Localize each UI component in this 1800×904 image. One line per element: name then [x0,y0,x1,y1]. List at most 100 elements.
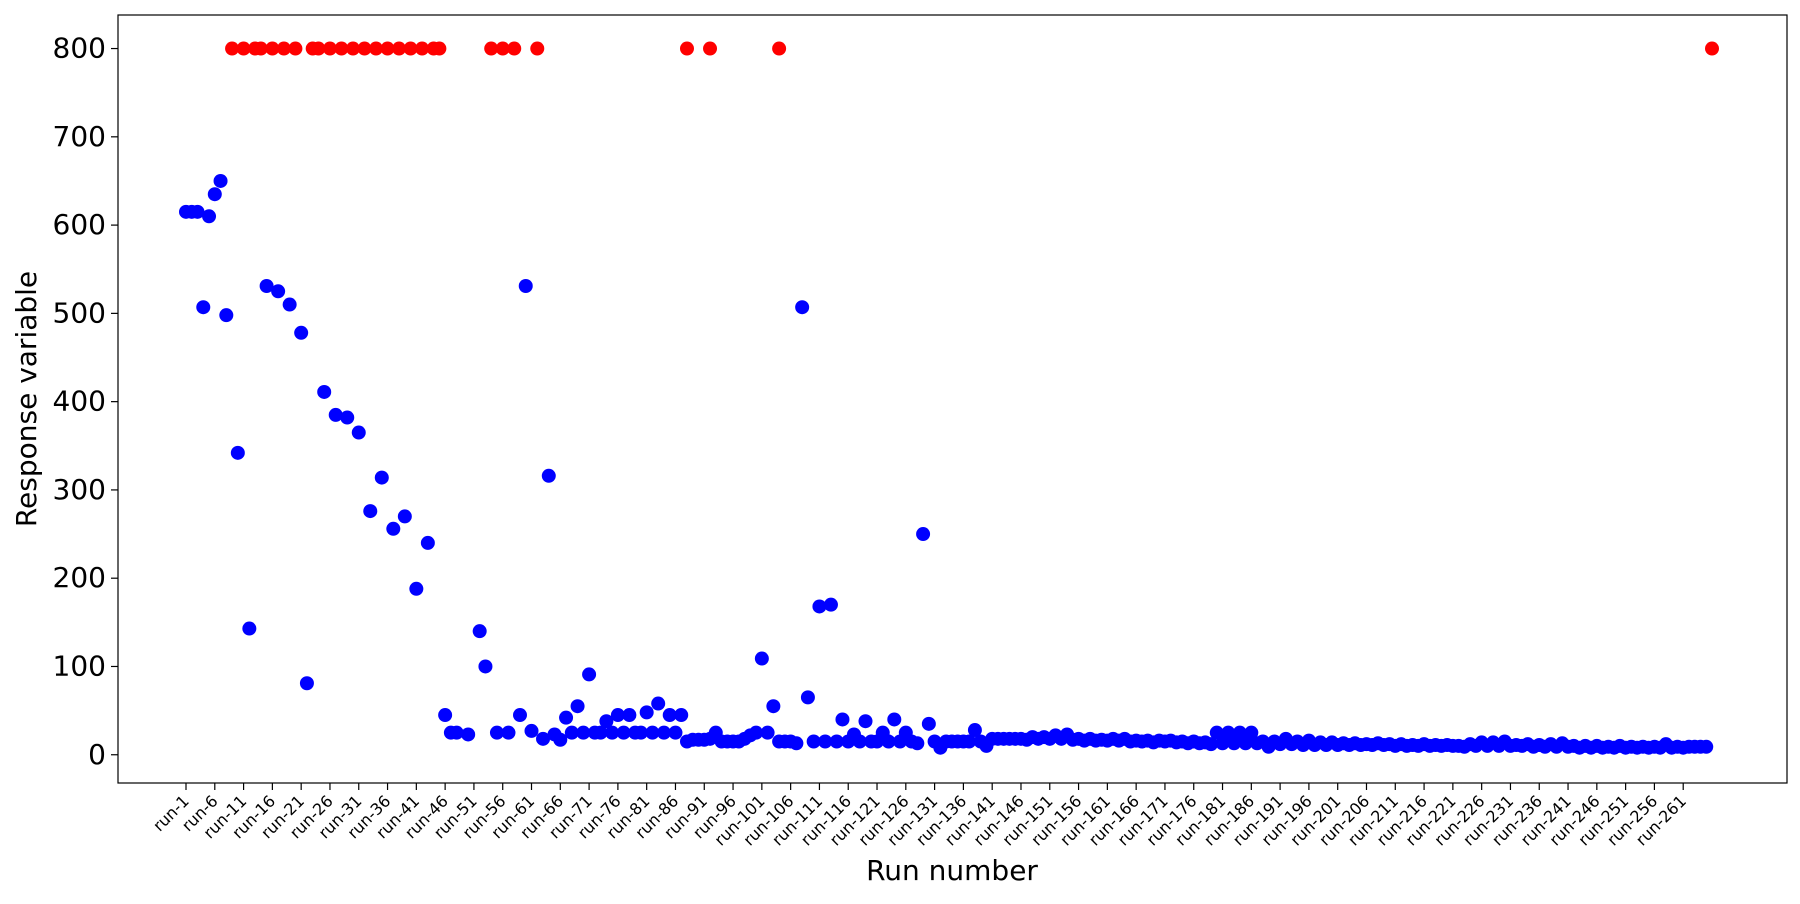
data-point [674,708,689,723]
capped-point [253,41,268,56]
data-point [887,712,902,727]
capped-point [334,41,349,56]
data-point [852,734,867,749]
data-point [1699,739,1714,754]
data-point [1238,736,1253,751]
capped-point [380,41,395,56]
capped-point [679,41,694,56]
data-point [662,708,677,723]
capped-point [703,41,718,56]
data-point [478,659,493,674]
data-point [760,725,775,740]
capped-point [392,41,407,56]
y-tick-label: 700 [53,120,106,153]
x-axis: run-1run-6run-11run-16run-21run-26run-31… [149,783,1690,849]
data-point [564,725,579,740]
data-point [1244,725,1259,740]
data-point [916,527,931,542]
capped-point [265,41,280,56]
data-point [449,725,464,740]
data-point [536,731,551,746]
capped-point [276,41,291,56]
capped-point [236,41,251,56]
data-point [818,734,833,749]
data-point [749,725,764,740]
data-point [386,521,401,536]
capped-point [403,41,418,56]
data-point [397,509,412,524]
data-point [795,300,810,315]
data-point [541,468,556,483]
data-point [633,725,648,740]
data-point [910,736,925,751]
data-point [340,410,355,425]
capped-point [369,41,384,56]
data-point [881,734,896,749]
data-point [518,279,533,294]
data-point [219,308,234,323]
y-tick-label: 400 [53,385,106,418]
data-point [1221,725,1236,740]
y-tick-label: 500 [53,296,106,329]
data-point [1209,725,1224,740]
data-point [789,736,804,751]
data-point [605,725,620,740]
data-point [858,714,873,729]
data-point [651,696,666,711]
data-point [489,725,504,740]
data-point [829,734,844,749]
data-points [179,41,1719,755]
data-point [461,727,476,742]
data-point [512,708,527,723]
capped-point [507,41,522,56]
data-point [559,710,574,725]
data-point [823,597,838,612]
y-tick-label: 100 [53,649,106,682]
capped-point [1705,41,1719,56]
y-tick-label: 800 [53,32,106,65]
capped-point [357,41,372,56]
data-point [196,300,211,315]
data-point [754,651,769,666]
capped-point [311,41,326,56]
data-point [472,624,487,639]
data-point [242,621,257,636]
data-point [294,325,309,340]
data-point [501,725,516,740]
data-point [409,581,424,596]
data-point [800,690,815,705]
data-point [299,676,314,691]
data-point [616,725,631,740]
data-point [524,723,539,738]
data-point [645,725,660,740]
y-tick-label: 600 [53,208,106,241]
data-point [766,699,781,714]
capped-point [772,41,787,56]
data-point [553,732,568,747]
capped-point [530,41,545,56]
data-point [582,667,597,682]
data-point [593,725,608,740]
x-axis-label: Run number [866,854,1038,887]
data-point [190,204,205,219]
data-point [967,723,982,738]
data-point [921,716,936,731]
data-point [1227,736,1242,751]
data-point [1204,737,1219,752]
y-tick-label: 200 [53,561,106,594]
data-point [1215,736,1230,751]
data-point [374,470,389,485]
data-point [282,297,297,312]
capped-point [322,41,337,56]
capped-point [432,41,447,56]
data-point [835,712,850,727]
data-point [656,725,671,740]
data-point [668,725,683,740]
capped-point [415,41,430,56]
y-tick-label: 0 [88,738,106,771]
data-point [962,734,977,749]
capped-point [288,41,303,56]
data-point [639,705,654,720]
